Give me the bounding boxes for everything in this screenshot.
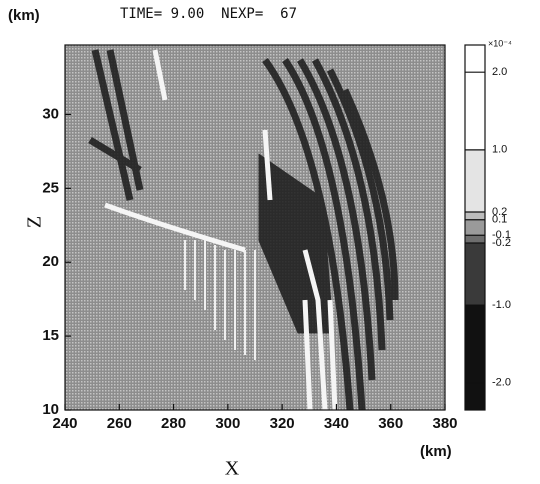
x-tick-label: 320 — [270, 415, 295, 432]
colorbar-scale: ×10⁻⁴ — [488, 38, 512, 48]
plot-frame — [64, 44, 446, 411]
y-unit: (km) — [8, 7, 40, 24]
y-tick-label: 20 — [42, 253, 59, 270]
colorbar-band — [465, 235, 485, 244]
x-tick-label: 240 — [52, 415, 77, 432]
colorbar-band — [465, 305, 485, 383]
y-tick-label: 25 — [42, 179, 59, 196]
colorbar-tick-label: -0.2 — [492, 237, 511, 249]
colorbar-tick-label: 1.0 — [492, 144, 507, 156]
x-tick-label: 280 — [161, 415, 186, 432]
colorbar-band — [465, 382, 485, 410]
colorbar-band — [465, 211, 485, 220]
x-tick-label: 300 — [215, 415, 240, 432]
x-unit: (km) — [420, 443, 452, 460]
chart-title: TIME= 9.00 NEXP= 67 — [120, 6, 297, 22]
y-axis-label: Z — [24, 216, 46, 228]
colorbar-tick-label: 0.1 — [492, 214, 507, 226]
colorbar-tick-label: -2.0 — [492, 377, 511, 389]
x-tick-label: 360 — [378, 415, 403, 432]
x-tick-label: 380 — [432, 415, 457, 432]
colorbar-band — [465, 45, 485, 73]
colorbar-band — [465, 149, 485, 212]
colorbar-tick-label: -1.0 — [492, 299, 511, 311]
field-texture — [88, 49, 399, 410]
colorbar-tick-label: 2.0 — [492, 66, 507, 78]
colorbar-tick-label: 0.2 — [492, 206, 507, 218]
x-axis-label: X — [225, 458, 240, 480]
colorbar-tick-label: -0.1 — [492, 229, 511, 241]
y-tick-label: 10 — [42, 401, 59, 418]
y-tick-label: 30 — [42, 105, 59, 122]
y-tick-label: 15 — [42, 327, 59, 344]
x-tick-label: 260 — [107, 415, 132, 432]
x-tick-label: 340 — [324, 415, 349, 432]
colorbar-band — [465, 219, 485, 236]
colorbar-band — [465, 72, 485, 150]
colorbar-band — [465, 243, 485, 306]
colorbar-frame — [464, 44, 486, 411]
